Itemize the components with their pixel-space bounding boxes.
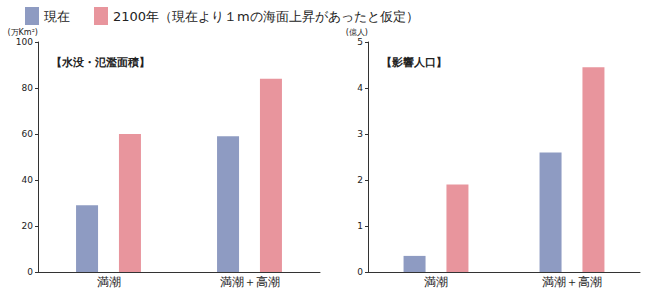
svg-text:現在: 現在	[44, 9, 70, 24]
svg-text:0: 0	[27, 267, 33, 277]
svg-text:4: 4	[357, 83, 363, 93]
svg-text:満潮: 満潮	[97, 275, 121, 289]
svg-text:5: 5	[357, 37, 363, 47]
svg-text:【水没・氾濫面積】: 【水没・氾濫面積】	[51, 56, 150, 69]
svg-text:20: 20	[22, 221, 34, 231]
svg-text:満潮＋高潮: 満潮＋高潮	[542, 275, 602, 289]
svg-text:80: 80	[22, 83, 34, 93]
svg-text:3: 3	[357, 129, 363, 139]
svg-text:100: 100	[16, 37, 33, 47]
svg-text:満潮＋高潮: 満潮＋高潮	[220, 275, 280, 289]
svg-text:60: 60	[22, 129, 34, 139]
svg-text:0: 0	[357, 267, 363, 277]
svg-text:1: 1	[357, 221, 363, 231]
svg-text:2100年（現在より１mの海面上昇があったと仮定）: 2100年（現在より１mの海面上昇があったと仮定）	[113, 9, 419, 24]
svg-text:40: 40	[22, 175, 34, 185]
svg-text:(億人): (億人)	[346, 28, 368, 37]
svg-text:(万Km²): (万Km²)	[8, 28, 39, 37]
svg-text:2: 2	[357, 175, 363, 185]
svg-text:【影響人口】: 【影響人口】	[381, 56, 447, 69]
svg-text:満潮: 満潮	[424, 275, 448, 289]
